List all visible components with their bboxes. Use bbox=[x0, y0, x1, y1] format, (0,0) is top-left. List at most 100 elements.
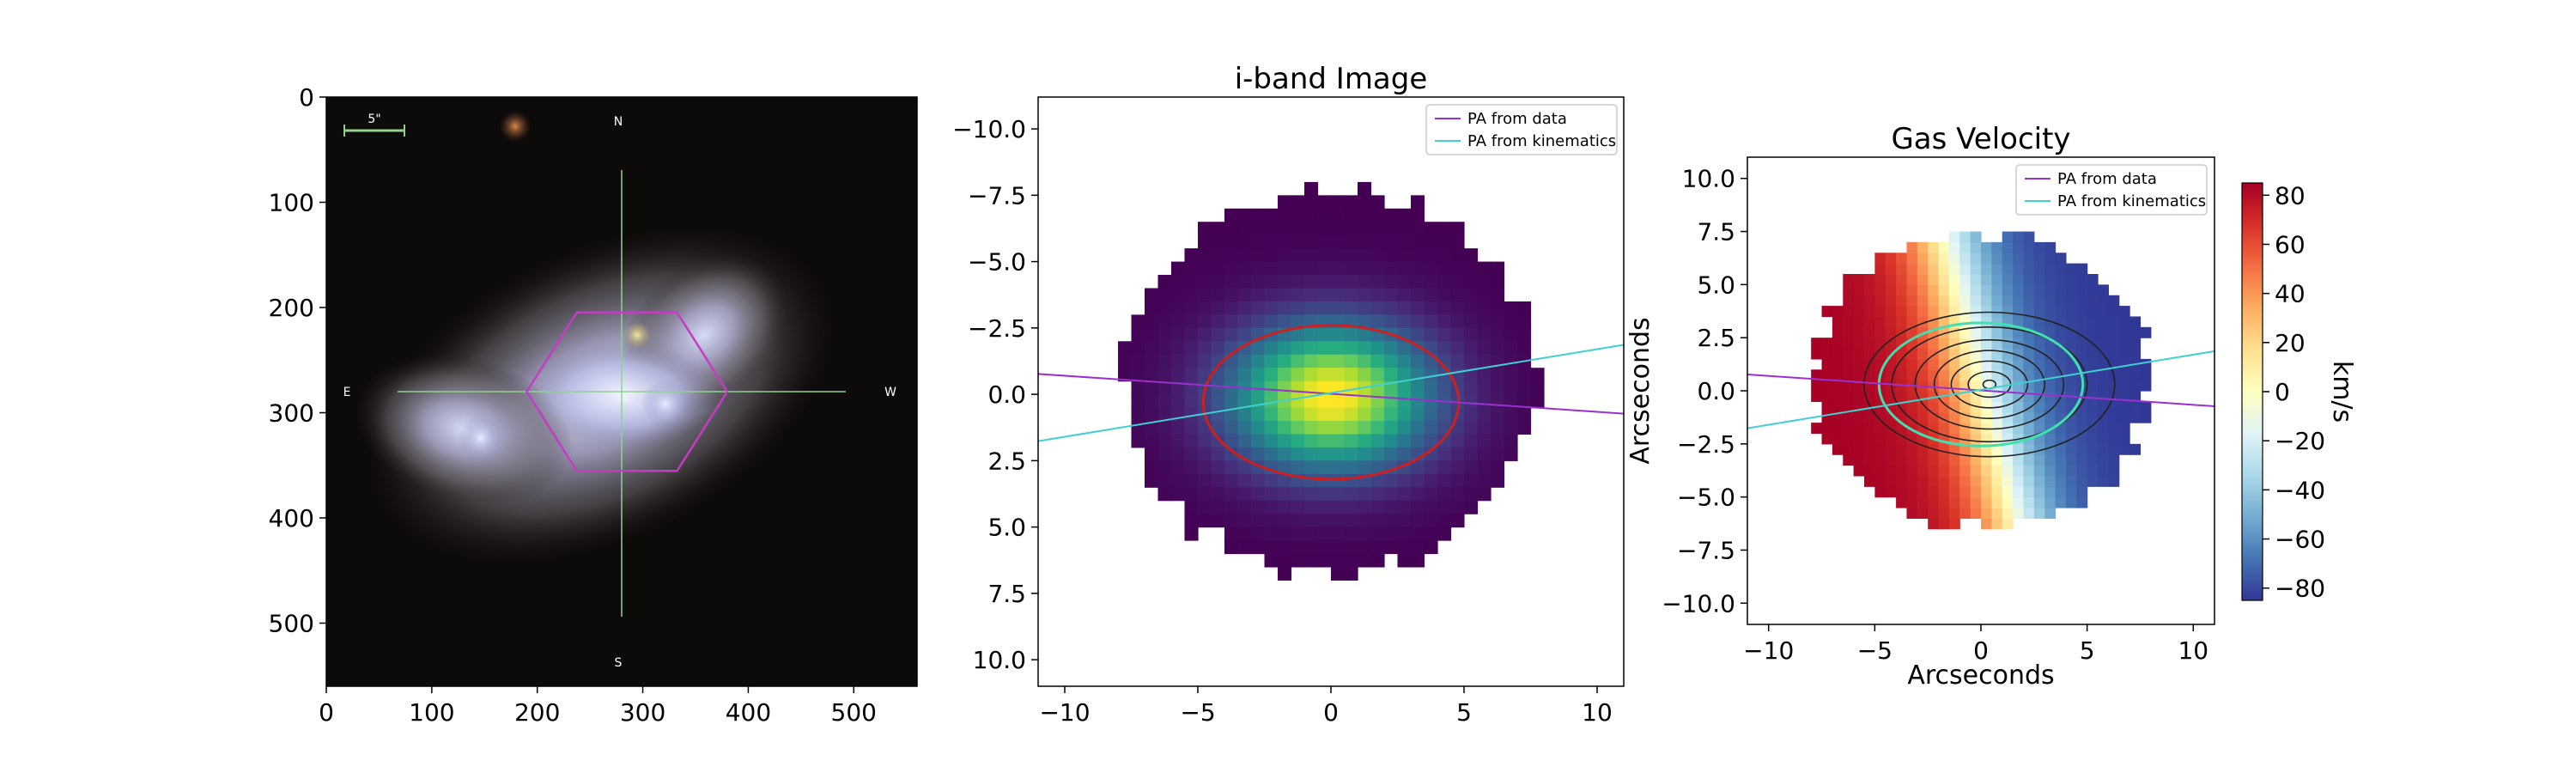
velocity-pixel bbox=[1885, 295, 1897, 307]
velocity-pixel bbox=[1970, 380, 1982, 392]
iband-pixel bbox=[1384, 514, 1399, 528]
iband-pixel bbox=[1358, 314, 1372, 329]
velocity-pixel bbox=[1832, 391, 1844, 402]
iband-pixel bbox=[1211, 261, 1225, 276]
iband-pixel bbox=[1450, 460, 1465, 475]
velocity-pixel bbox=[1970, 274, 1982, 285]
iband-pixel bbox=[1344, 222, 1358, 236]
velocity-pixel bbox=[1821, 348, 1833, 360]
iband-pixel bbox=[1358, 434, 1372, 448]
iband-pixel bbox=[1264, 487, 1279, 502]
velocity-pixel bbox=[1970, 263, 1982, 275]
iband-pixel bbox=[1211, 434, 1225, 448]
iband-pixel bbox=[1491, 434, 1505, 448]
velocity-pixel bbox=[1917, 348, 1929, 360]
iband-pixel bbox=[1530, 368, 1545, 382]
iband-pixel bbox=[1477, 394, 1492, 409]
iband-pixel bbox=[1211, 327, 1225, 342]
iband-pixel bbox=[1370, 540, 1385, 555]
velocity-pixel bbox=[1948, 475, 1960, 487]
velocity-pixel bbox=[2055, 380, 2067, 392]
iband-pixel bbox=[1184, 394, 1199, 409]
panel-iband: i-band Image −10 −5 0 5 10 −10.0 −7.5 −5.0 −2.5 0… bbox=[952, 62, 1625, 727]
velocity-pixel bbox=[2098, 358, 2109, 370]
iband-pixel bbox=[1224, 487, 1239, 502]
iband-pixel bbox=[1184, 380, 1199, 395]
velocity-pixel bbox=[2055, 486, 2067, 498]
iband-pixel bbox=[1278, 447, 1292, 461]
colorbar-label: km/s bbox=[2327, 361, 2357, 423]
velocity-pixel bbox=[2098, 391, 2109, 402]
iband-pixel bbox=[1370, 341, 1385, 356]
iband-pixel bbox=[1477, 473, 1492, 488]
iband-ytick-label: 7.5 bbox=[987, 580, 1026, 608]
velocity-pixel bbox=[2033, 348, 2045, 360]
iband-pixel bbox=[1424, 275, 1438, 289]
iband-pixel bbox=[1344, 500, 1358, 514]
iband-pixel bbox=[1331, 327, 1346, 342]
velocity-pixel bbox=[2033, 274, 2045, 285]
iband-pixel bbox=[1344, 514, 1358, 528]
iband-pixel bbox=[1291, 460, 1305, 475]
iband-pixel bbox=[1145, 301, 1159, 315]
iband-pixel bbox=[1331, 394, 1346, 409]
iband-pixel bbox=[1491, 314, 1505, 329]
iband-pixel bbox=[1304, 473, 1319, 488]
iband-pixel bbox=[1224, 261, 1239, 276]
iband-pixel bbox=[1184, 473, 1199, 488]
velocity-pixel bbox=[2055, 338, 2067, 350]
iband-pixel bbox=[1491, 341, 1505, 356]
iband-pixel bbox=[1517, 407, 1532, 422]
iband-pixel bbox=[1211, 288, 1225, 302]
iband-pixel bbox=[1517, 394, 1532, 409]
iband-pixel bbox=[1278, 341, 1292, 356]
iband-pixel bbox=[1424, 261, 1438, 276]
iband-pixel bbox=[1370, 275, 1385, 289]
iband-pixel bbox=[1304, 500, 1319, 514]
iband-pixel bbox=[1411, 487, 1425, 502]
iband-pixel bbox=[1291, 341, 1305, 356]
iband-pixel bbox=[1317, 500, 1332, 514]
velocity-pixel bbox=[2033, 475, 2045, 487]
velocity-pixel bbox=[2065, 263, 2077, 275]
iband-pixel bbox=[1237, 394, 1252, 409]
velocity-pixel bbox=[1896, 465, 1908, 477]
iband-pixel bbox=[1397, 314, 1412, 329]
iband-pixel bbox=[1358, 407, 1372, 422]
iband-pixel bbox=[1224, 407, 1239, 422]
iband-pixel bbox=[1184, 368, 1199, 382]
velocity-pixel bbox=[2013, 475, 2025, 487]
velocity-pixel bbox=[2002, 253, 2014, 265]
velocity-pixel bbox=[2098, 306, 2109, 318]
velocity-pixel bbox=[2033, 380, 2045, 392]
iband-pixel bbox=[1464, 394, 1479, 409]
iband-pixel bbox=[1464, 487, 1479, 502]
velocity-pixel bbox=[2023, 263, 2035, 275]
iband-xtick-label: −5 bbox=[1180, 698, 1215, 727]
velocity-pixel bbox=[2023, 508, 2035, 519]
iband-pixel bbox=[1184, 275, 1199, 289]
iband-pixel bbox=[1491, 447, 1505, 461]
iband-ytick-label: −2.5 bbox=[968, 314, 1026, 343]
iband-pixel bbox=[1397, 434, 1412, 448]
iband-pixel bbox=[1331, 447, 1346, 461]
iband-pixel bbox=[1278, 195, 1292, 210]
iband-pixel bbox=[1237, 460, 1252, 475]
velocity-pixel bbox=[1917, 508, 1929, 519]
iband-pixel bbox=[1344, 368, 1358, 382]
compass-south: S bbox=[615, 656, 623, 670]
velocity-pixel bbox=[1885, 274, 1897, 285]
iband-pixel bbox=[1358, 181, 1372, 196]
iband-pixel bbox=[1477, 288, 1492, 302]
iband-pixel bbox=[1198, 354, 1212, 368]
iband-pixel bbox=[1344, 261, 1358, 276]
colorbar-tick-label: −20 bbox=[2275, 427, 2325, 455]
iband-pixel bbox=[1358, 195, 1372, 210]
velocity-pixel bbox=[2013, 380, 2025, 392]
iband-pixel bbox=[1211, 368, 1225, 382]
sdss-ytick-label: 400 bbox=[269, 504, 314, 533]
iband-pixel bbox=[1317, 553, 1332, 568]
iband-pixel bbox=[1198, 248, 1212, 263]
iband-pixel bbox=[1264, 354, 1279, 368]
velocity-pixel bbox=[2002, 443, 2014, 455]
